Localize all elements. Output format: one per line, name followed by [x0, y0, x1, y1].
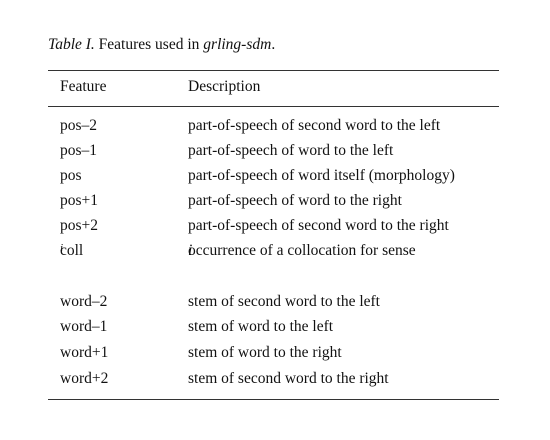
feature-cell: pos–1 — [60, 142, 98, 159]
table-row: word–1 stem of word to the left — [0, 318, 550, 342]
coll-base: coll — [60, 242, 84, 259]
caption-text: Features used in — [98, 36, 200, 53]
table-row: pos+2 part-of-speech of second word to t… — [0, 217, 550, 241]
header-feature: Feature — [60, 78, 107, 95]
table-row: pos–1 part-of-speech of word to the left — [0, 142, 550, 166]
table-row: word+2 stem of second word to the right — [0, 370, 550, 394]
feature-cell: word–2 — [60, 293, 108, 310]
table-row: word+1 stem of word to the right — [0, 344, 550, 368]
table-row: word–2 stem of second word to the left — [0, 293, 550, 317]
description-cell: stem of second word to the left — [188, 293, 380, 310]
description-cell: part-of-speech of word itself (morpholog… — [188, 167, 455, 184]
table-row: pos–2 part-of-speech of second word to t… — [0, 117, 550, 141]
feature-cell: pos+2 — [60, 217, 99, 234]
table-row: pos part-of-speech of word itself (morph… — [0, 167, 550, 191]
caption-period: . — [271, 36, 276, 53]
description-cell: part-of-speech of word to the right — [188, 192, 402, 209]
feature-cell: pos+1 — [60, 192, 99, 209]
description-cell: part-of-speech of second word to the lef… — [188, 117, 441, 134]
table-row: pos+1 part-of-speech of word to the righ… — [0, 192, 550, 216]
description-cell: stem of second word to the right — [188, 370, 389, 387]
coll-description: occurrence of a collocation for sense — [188, 242, 416, 259]
table-caption: Table I. Features used in grling-sdm. — [48, 36, 275, 54]
feature-cell: word–1 — [60, 318, 108, 335]
description-cell: stem of word to the left — [188, 318, 334, 335]
description-cell: stem of word to the right — [188, 344, 342, 361]
coll-description-var: i — [188, 242, 193, 259]
header-description: Description — [188, 78, 261, 95]
description-cell: part-of-speech of word to the left — [188, 142, 394, 159]
feature-cell: pos — [60, 167, 82, 184]
coll-subscript: i — [60, 242, 64, 254]
bottom-rule — [48, 399, 499, 400]
feature-cell: word+1 — [60, 344, 109, 361]
feature-cell: pos–2 — [60, 117, 98, 134]
top-rule — [48, 70, 499, 71]
caption-code: grling-sdm — [203, 36, 272, 53]
feature-cell: word+2 — [60, 370, 109, 387]
header-rule — [48, 106, 499, 107]
caption-label: Table I. — [48, 36, 95, 53]
description-cell: part-of-speech of second word to the rig… — [188, 217, 449, 234]
table-row: coll i occurrence of a collocation for se… — [0, 242, 550, 266]
